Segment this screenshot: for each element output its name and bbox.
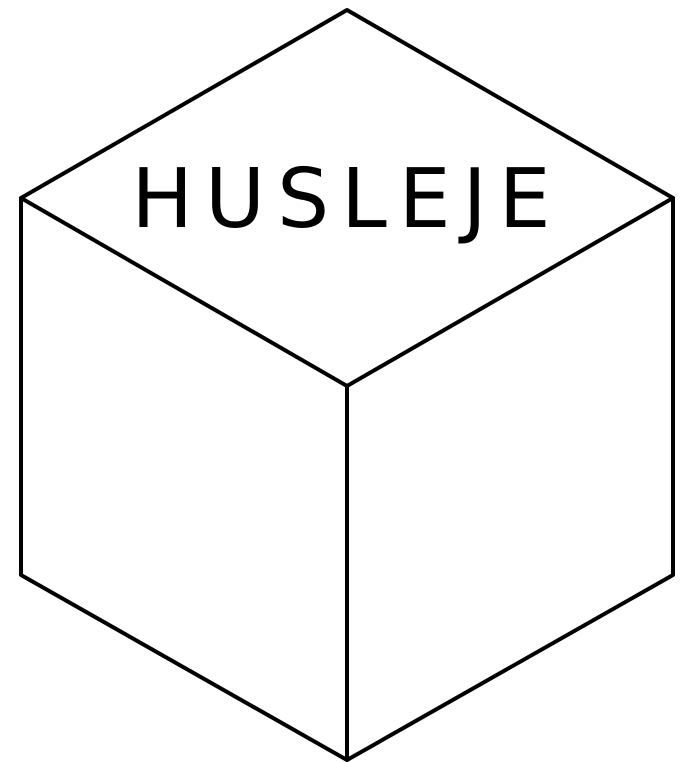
cube-edge-left-inner xyxy=(19,196,349,388)
cube-label: HUSLEJE xyxy=(131,152,562,247)
cube-edge-right-inner xyxy=(345,196,675,388)
